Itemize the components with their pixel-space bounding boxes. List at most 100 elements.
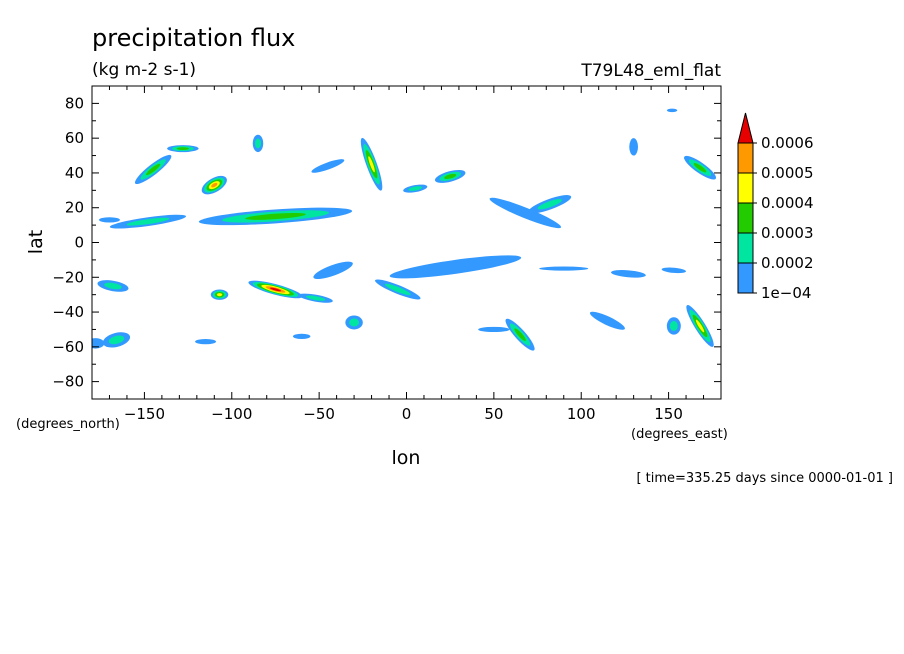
contour-level-1 — [305, 295, 326, 301]
precip-cell-2 — [98, 217, 120, 223]
x-tick-label: 50 — [484, 405, 503, 423]
x-tick-label: −100 — [211, 405, 252, 423]
precip-cell-18 — [298, 293, 333, 303]
x-tick-label: −50 — [303, 405, 335, 423]
precip-cell-5 — [201, 175, 227, 195]
precip-cell-33 — [539, 266, 589, 271]
precip-cell-1 — [109, 214, 186, 229]
contour-level-1 — [349, 318, 360, 327]
chart-units: (kg m-2 s-1) — [92, 60, 196, 80]
precip-cell-35 — [661, 267, 687, 274]
y-axis-label: lat — [25, 230, 47, 254]
precip-cell-15 — [666, 108, 678, 113]
precip-cell-22 — [375, 279, 421, 300]
colorbar-label: 0.0004 — [761, 194, 814, 212]
contour-level-1 — [537, 199, 562, 210]
colorbar-arrow — [737, 112, 754, 144]
y-tick-label: −60 — [52, 338, 84, 356]
colorbar-segment — [737, 172, 754, 204]
precip-cell-29 — [478, 326, 510, 333]
precip-cell-16 — [97, 280, 129, 292]
precip-cell-20 — [313, 261, 353, 280]
y-axis: 80 60 40 20 0 −20 −40 −60 −80 — [52, 85, 721, 400]
y-tick-label: 20 — [65, 199, 84, 217]
contour-level-0 — [489, 197, 562, 229]
y-tick-label: 40 — [65, 164, 84, 182]
precip-cell-28 — [505, 318, 535, 351]
colorbar-segment — [737, 232, 754, 264]
precip-cell-32 — [666, 317, 681, 335]
contour-level-1 — [108, 335, 125, 345]
precip-cell-7 — [360, 137, 383, 191]
y-tick-label: −80 — [52, 373, 84, 391]
x-tick-label: −150 — [124, 405, 165, 423]
colorbar-segment — [737, 142, 754, 174]
contour-level-0 — [92, 338, 105, 349]
x-tick-label: 0 — [402, 405, 412, 423]
contour-level-1 — [669, 321, 678, 331]
precip-cell-31 — [686, 305, 714, 347]
precip-cell-3 — [167, 145, 199, 153]
x-tick-label: 150 — [654, 405, 683, 423]
colorbar-label: 1e−04 — [761, 284, 811, 302]
contour-level-0 — [539, 266, 589, 271]
precip-cell-19 — [210, 289, 229, 300]
precip-cell-13 — [629, 138, 639, 156]
precip-cell-27 — [92, 338, 105, 349]
contour-level-2 — [145, 163, 161, 176]
colorbar-segment — [737, 262, 754, 294]
precip-cell-11 — [489, 197, 562, 229]
precip-cell-8 — [311, 159, 345, 173]
contour-level-0 — [610, 270, 646, 278]
run-label: T79L48_eml_flat — [580, 61, 721, 81]
precip-cell-6 — [252, 134, 264, 153]
contour-level-3 — [216, 293, 223, 297]
colorbar-label: 0.0002 — [761, 254, 814, 272]
contour-level-4 — [211, 182, 218, 188]
contour-level-0 — [98, 217, 120, 223]
precip-cell-34 — [610, 270, 646, 278]
precip-cell-23 — [345, 315, 363, 330]
contour-field — [92, 108, 717, 351]
contour-level-0 — [629, 138, 639, 156]
contour-level-1 — [384, 283, 411, 296]
precip-cell-0 — [198, 207, 353, 226]
precip-cell-25 — [195, 339, 217, 345]
contour-level-2 — [245, 212, 306, 220]
y-tick-label: −20 — [52, 268, 84, 286]
precip-cell-30 — [589, 311, 625, 330]
contour-level-0 — [589, 311, 625, 330]
chart-title: precipitation flux — [92, 24, 295, 52]
contour-level-2 — [693, 163, 707, 173]
y-tick-label: 0 — [74, 234, 84, 252]
contour-level-1 — [408, 186, 423, 191]
contour-level-0 — [661, 267, 687, 274]
precip-cell-12 — [528, 195, 572, 214]
precip-cell-4 — [134, 154, 172, 185]
y-tick-label: 60 — [65, 129, 84, 147]
colorbar-segment — [737, 202, 754, 234]
colorbar-label: 0.0005 — [761, 164, 814, 182]
contour-level-0 — [195, 339, 217, 345]
contour-level-2 — [444, 173, 457, 179]
contour-level-0 — [292, 333, 311, 340]
precip-cell-17 — [248, 280, 303, 299]
contour-level-0 — [666, 108, 678, 113]
precip-cell-21 — [389, 255, 522, 279]
y-axis-units: (degrees_north) — [16, 417, 120, 432]
y-tick-label: 80 — [65, 94, 84, 112]
precip-cell-26 — [102, 332, 131, 348]
contour-level-0 — [313, 261, 353, 280]
contour-level-1 — [126, 217, 170, 226]
x-axis: −150 −100 −50 0 50 100 150 — [91, 86, 722, 423]
precip-cell-9 — [434, 169, 466, 183]
precip-cell-14 — [684, 155, 717, 180]
contour-level-2 — [514, 328, 526, 341]
plot-frame — [91, 85, 722, 400]
y-tick-label: −40 — [52, 303, 84, 321]
contour-level-0 — [478, 326, 510, 333]
x-axis-label: lon — [392, 447, 421, 469]
colorbar-label: 0.0003 — [761, 224, 814, 242]
x-tick-label: 100 — [567, 405, 596, 423]
